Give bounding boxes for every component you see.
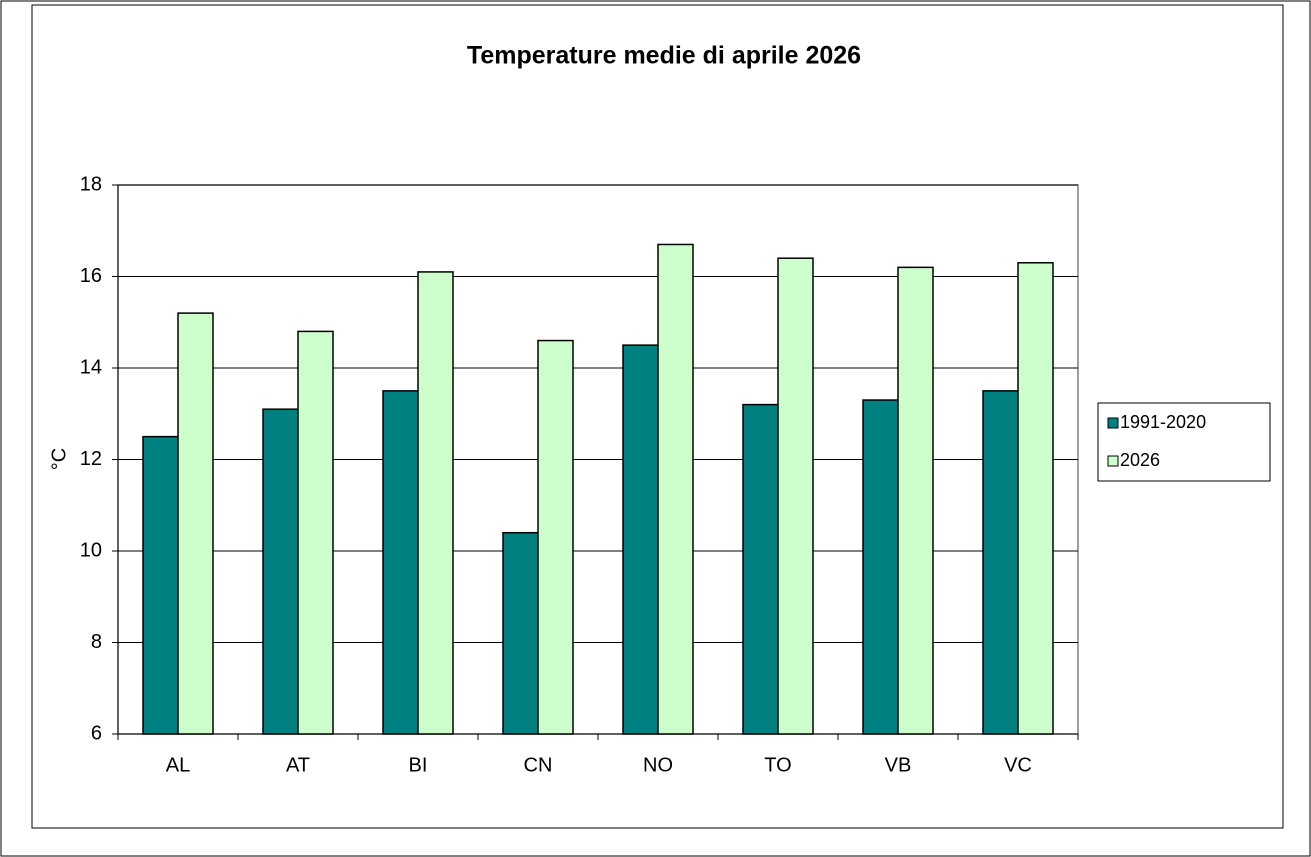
y-tick-label: 10 <box>80 539 102 561</box>
bar <box>622 344 659 735</box>
legend-box <box>1097 402 1271 482</box>
y-axis-label: °C <box>48 448 70 470</box>
y-tick-label: 16 <box>80 265 102 287</box>
bar <box>862 399 899 735</box>
y-tick-label: 8 <box>91 631 102 653</box>
y-tick-label: 6 <box>91 722 102 744</box>
bar <box>382 390 419 735</box>
x-tick-label: BI <box>409 754 428 776</box>
bar <box>777 257 814 735</box>
bar <box>657 243 694 735</box>
x-tick-label: AT <box>286 754 310 776</box>
x-tick-label: TO <box>764 754 791 776</box>
y-tick-label: 12 <box>80 448 102 470</box>
y-tick-label: 18 <box>80 173 102 195</box>
x-tick-label: VB <box>885 754 912 776</box>
bar <box>502 531 539 735</box>
bar <box>417 271 454 735</box>
legend-swatch <box>1107 455 1119 467</box>
legend-label: 2026 <box>1120 450 1160 470</box>
bar <box>1017 262 1054 735</box>
bar <box>177 312 214 735</box>
bar <box>537 339 574 735</box>
x-tick-label: NO <box>643 754 673 776</box>
bar <box>262 408 299 735</box>
chart-title: Temperature medie di aprile 2026 <box>467 42 861 70</box>
y-tick-label: 14 <box>80 356 102 378</box>
bar <box>742 403 779 735</box>
bar <box>142 435 179 735</box>
legend-swatch <box>1107 417 1119 429</box>
bar <box>982 390 1019 735</box>
x-tick-label: CN <box>524 754 553 776</box>
x-tick-label: AL <box>166 754 190 776</box>
legend-label: 1991-2020 <box>1120 412 1206 432</box>
x-tick-label: VC <box>1004 754 1032 776</box>
bar <box>897 266 934 735</box>
bar <box>297 330 334 735</box>
